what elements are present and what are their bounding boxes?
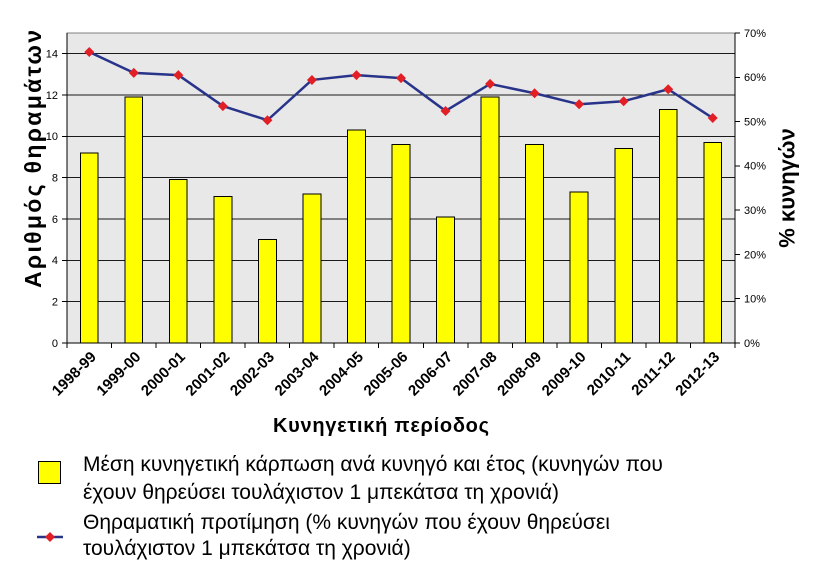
legend-label-bar-series: Μέση κυνηγετική κάρπωση ανά κυνηγό και έ… [83, 453, 663, 504]
bar-2007-08 [480, 96, 500, 344]
x-tick-label: 2008-09 [494, 349, 545, 400]
bar-2012-13 [703, 142, 723, 344]
preference-marker-2012-13 [707, 113, 718, 124]
bar-2005-06 [391, 144, 411, 344]
line-markers [84, 47, 718, 126]
bar-2006-07 [436, 216, 455, 344]
preference-marker-1999-00 [128, 67, 139, 78]
bar-1998-99 [79, 152, 99, 344]
y2-tick-label: 70% [744, 28, 766, 40]
bar-2003-04 [302, 193, 322, 344]
x-tick-label: 2004-05 [316, 349, 367, 400]
x-tick-label: 2002-03 [227, 349, 278, 400]
preference-marker-2005-06 [396, 73, 406, 84]
y2-tick-label: 20% [744, 249, 766, 261]
x-tick-label: 1999-00 [93, 349, 144, 400]
bar-2011-12 [658, 108, 678, 344]
x-tick-label: 2003-04 [272, 348, 323, 399]
bar-2009-10 [569, 191, 589, 344]
x-tick-label: 2010-11 [584, 349, 634, 399]
preference-marker-2004-05 [351, 70, 362, 81]
y-tick-label: 0 [52, 338, 58, 350]
bar-series [79, 96, 723, 344]
preference-marker-2009-10 [574, 99, 585, 110]
y2-tick-label: 50% [744, 116, 766, 128]
y2-tick-label: 40% [744, 161, 766, 173]
preference-marker-2011-12 [663, 84, 674, 95]
x-tick-label: 2012-13 [672, 349, 723, 400]
y2-axis-title: % κυνηγών [775, 128, 800, 247]
x-tick-label: 2005-06 [361, 349, 412, 400]
tick-marks [62, 32, 740, 348]
preference-marker-2001-02 [217, 101, 228, 112]
plot-area [62, 32, 740, 348]
bar-2000-01 [168, 179, 188, 344]
x-tick-label: 1998-99 [49, 349, 100, 400]
preference-marker-1998-99 [84, 47, 95, 58]
x-tick-labels: 1998-991999-002000-012001-022002-032003-… [49, 348, 723, 399]
x-tick-label: 2006-07 [405, 349, 456, 400]
x-tick-label: 2011-12 [628, 349, 678, 399]
y-tick-label: 14 [46, 49, 58, 61]
x-tick-label: 2007-08 [450, 349, 501, 400]
combo-chart: 0 2 4 6 8 10 12 14 0% 10% 20% 30% 40% 50% 60% 70% 1998… [20, 28, 800, 437]
preference-marker-2000-01 [173, 70, 184, 81]
y2-tick-label: 60% [744, 72, 766, 84]
bar-2002-03 [257, 239, 277, 344]
preference-marker-2008-09 [529, 88, 540, 99]
preference-marker-2006-07 [440, 105, 451, 116]
y-tick-label: 2 [52, 297, 58, 309]
y-tick-label: 4 [52, 255, 58, 267]
line-diamond-marker-icon [37, 532, 63, 542]
x-tick-label: 2000-01 [138, 349, 189, 400]
preference-marker-2002-03 [262, 115, 273, 126]
y-tick-label: 12 [46, 90, 58, 102]
legend-diamond-marker [45, 532, 55, 542]
y2-tick-labels: 0% 10% 20% 30% 40% 50% 60% 70% [744, 28, 766, 350]
preference-marker-2003-04 [306, 74, 317, 85]
x-axis-title: Κυνηγετική περίοδος [273, 415, 489, 437]
bar-2008-09 [525, 144, 545, 344]
bar-2010-11 [614, 148, 634, 344]
y2-tick-label: 0% [744, 338, 760, 350]
y-tick-label: 10 [46, 131, 58, 143]
preference-marker-2007-08 [485, 78, 496, 89]
y-axis-title: Αριθμός θηραμάτων [20, 30, 46, 288]
x-tick-label: 2009-10 [539, 349, 590, 400]
bar-swatch-icon [38, 461, 61, 484]
x-tick-label: 2001-02 [182, 349, 233, 400]
y-tick-labels: 0 2 4 6 8 10 12 14 [46, 49, 58, 350]
legend-label-line-series: Θηραματική προτίμηση (% κυνηγών που έχου… [83, 511, 610, 560]
y-tick-label: 8 [52, 173, 58, 185]
y2-tick-label: 30% [744, 205, 766, 217]
bar-2004-05 [347, 129, 366, 344]
bar-2001-02 [213, 195, 233, 344]
y2-tick-label: 10% [744, 294, 766, 306]
bar-1999-00 [124, 96, 144, 344]
y-tick-label: 6 [52, 214, 58, 226]
preference-marker-2010-11 [618, 96, 629, 107]
